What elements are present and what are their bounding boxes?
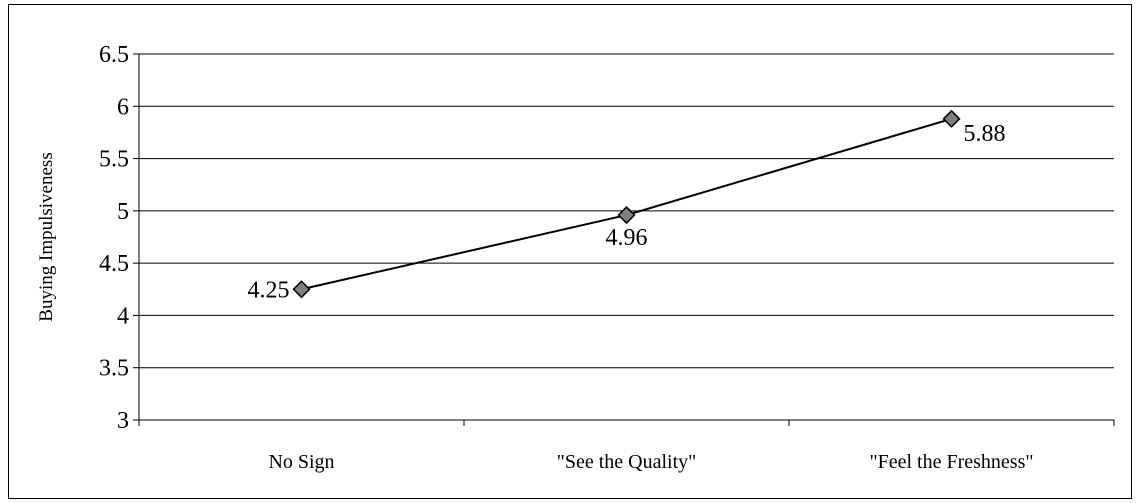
y-tick-label: 5.5 [99, 147, 129, 173]
data-label: 4.96 [606, 225, 648, 251]
x-category-label: "See the Quality" [557, 451, 697, 473]
x-category-label: No Sign [268, 451, 334, 473]
axes [133, 53, 1115, 426]
y-axis-title: Buying Impulsiveness [36, 152, 57, 321]
data-point-marker [942, 109, 961, 128]
y-tick-label: 3.5 [99, 356, 129, 382]
y-tick-label: 4.5 [99, 251, 129, 277]
data-point-marker [292, 280, 311, 299]
series [292, 109, 961, 299]
chart-frame [8, 4, 1132, 499]
data-labels: 4.25 4.96 5.88 [248, 121, 1006, 303]
x-category-label: "Feel the Freshness" [869, 451, 1033, 473]
series-line [301, 117, 952, 291]
y-tick-label: 6 [117, 94, 129, 120]
gridlines [139, 53, 1114, 369]
data-label: 4.25 [248, 277, 290, 303]
data-point-marker [617, 205, 636, 225]
y-tick-label: 3 [117, 408, 129, 434]
y-tick-label: 4 [117, 303, 129, 329]
y-tick-label: 5 [117, 199, 129, 225]
data-label: 5.88 [964, 121, 1006, 147]
y-tick-labels: 3 3.5 4 4.5 5 5.5 6 6.5 [99, 42, 129, 434]
y-tick-label: 6.5 [99, 42, 129, 68]
x-category-labels: No Sign "See the Quality" "Feel the Freshn… [268, 451, 1033, 473]
